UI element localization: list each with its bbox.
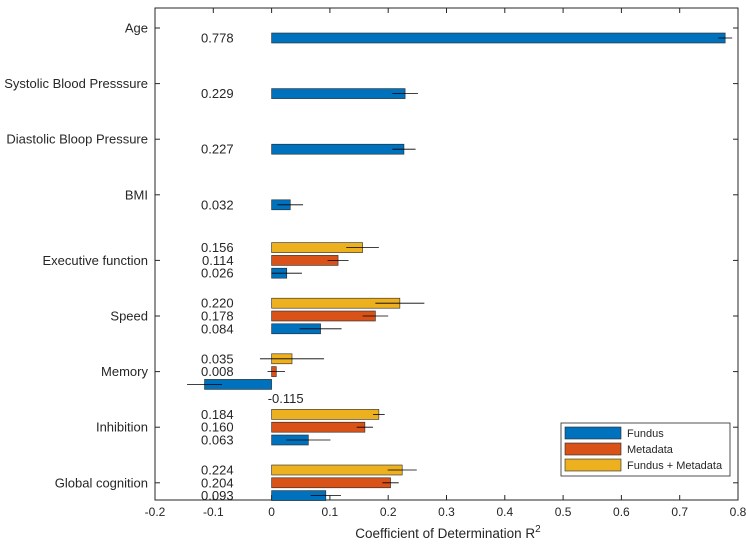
bar	[271, 88, 406, 99]
value-label: 0.178	[201, 309, 234, 324]
value-label: 0.026	[201, 266, 234, 281]
x-tick-label: 0.8	[730, 505, 746, 519]
bar	[271, 477, 391, 489]
value-label: 0.184	[201, 407, 234, 422]
category-label: Systolic Blood Presssure	[4, 76, 148, 91]
legend: Fundus Metadata Fundus + Metadata	[560, 422, 731, 477]
value-label: 0.224	[201, 463, 234, 478]
x-tick-label: -0.2	[145, 505, 166, 519]
bars-layer	[187, 32, 733, 501]
value-label: 0.035	[201, 351, 234, 366]
legend-swatch	[564, 458, 622, 472]
value-label: 0.160	[201, 420, 234, 435]
value-label: 0.220	[201, 296, 234, 311]
value-label: 0.156	[201, 240, 234, 255]
value-label: 0.032	[201, 197, 234, 212]
bar	[271, 32, 726, 44]
x-tick-label: 0.7	[671, 505, 688, 519]
bar	[271, 310, 376, 322]
x-tick-label: 0.1	[322, 505, 339, 519]
value-label: -0.115	[268, 391, 304, 406]
bar	[271, 421, 366, 433]
legend-label: Fundus	[627, 428, 664, 440]
x-tick-label: 0.5	[555, 505, 572, 519]
value-label: 0.114	[202, 253, 234, 268]
bar	[271, 143, 405, 155]
category-label: Speed	[110, 309, 148, 324]
x-tick-label: 0.4	[496, 505, 513, 519]
x-axis: -0.2 -0.1 0 0.1 0.2 0.3 0.4 0.5 0.6 0.7 0.8	[145, 8, 746, 519]
legend-swatch	[564, 442, 622, 456]
value-label: 0.093	[201, 488, 234, 503]
value-label: 0.229	[201, 86, 234, 101]
x-tick-label: 0.6	[613, 505, 630, 519]
value-label: 0.084	[201, 321, 234, 336]
value-label: 0.008	[201, 364, 234, 379]
legend-label: Fundus + Metadata	[627, 460, 723, 472]
category-label: Diastolic Bloop Pressure	[6, 132, 148, 147]
category-label: BMI	[125, 187, 148, 202]
value-label: 0.227	[201, 142, 234, 157]
category-label: Inhibition	[96, 420, 148, 435]
x-tick-label: 0.2	[380, 505, 397, 519]
x-tick-label: -0.1	[203, 505, 224, 519]
labels-layer: Age 0.778 Systolic Blood Presssure 0.229 Dia…	[4, 21, 303, 504]
value-label: 0.063	[201, 433, 234, 448]
x-axis-title-superscript: 2	[535, 524, 541, 535]
category-label: Executive function	[42, 253, 148, 268]
x-axis-title-main: Coefficient of Determination R	[355, 526, 535, 541]
category-label: Memory	[101, 364, 148, 379]
legend-label: Metadata	[627, 444, 674, 456]
value-label: 0.778	[201, 31, 234, 46]
x-axis-title: Coefficient of Determination R2	[355, 524, 541, 541]
legend-swatch	[564, 426, 622, 440]
plot-area	[154, 7, 739, 501]
x-tick-label: 0.3	[438, 505, 455, 519]
x-tick-label: 0	[268, 505, 275, 519]
category-label: Age	[125, 21, 148, 36]
bar	[271, 409, 380, 420]
bar	[271, 464, 403, 476]
category-label: Global cognition	[55, 475, 148, 490]
value-label: 0.204	[201, 475, 234, 490]
